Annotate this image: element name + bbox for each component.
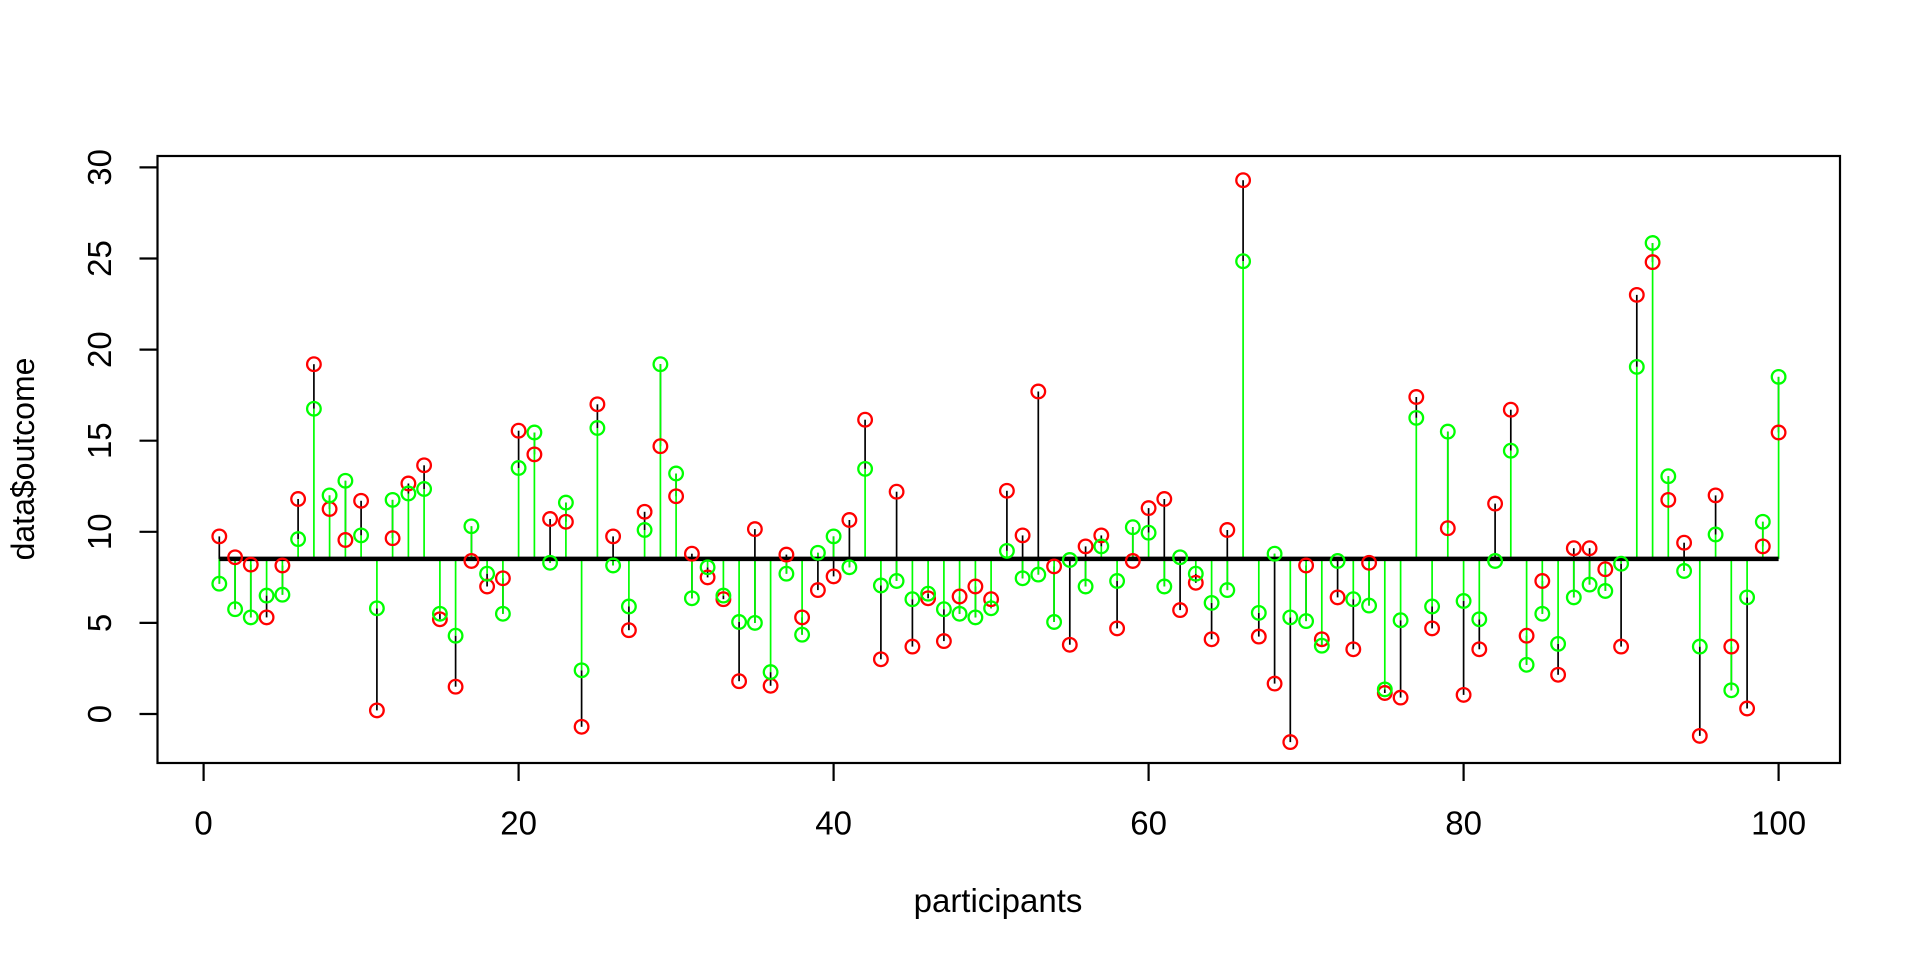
svg-text:0: 0 <box>194 805 212 842</box>
svg-text:5: 5 <box>81 614 118 632</box>
svg-text:0: 0 <box>81 705 118 723</box>
svg-text:80: 80 <box>1445 805 1482 842</box>
svg-text:60: 60 <box>1130 805 1167 842</box>
svg-text:40: 40 <box>815 805 852 842</box>
svg-text:15: 15 <box>81 422 118 459</box>
svg-text:10: 10 <box>81 513 118 550</box>
svg-text:25: 25 <box>81 240 118 277</box>
svg-text:100: 100 <box>1751 805 1806 842</box>
svg-text:participants: participants <box>914 882 1083 919</box>
svg-text:20: 20 <box>81 331 118 368</box>
svg-text:data$outcome: data$outcome <box>5 358 41 561</box>
svg-text:20: 20 <box>500 805 537 842</box>
svg-text:30: 30 <box>81 149 118 186</box>
